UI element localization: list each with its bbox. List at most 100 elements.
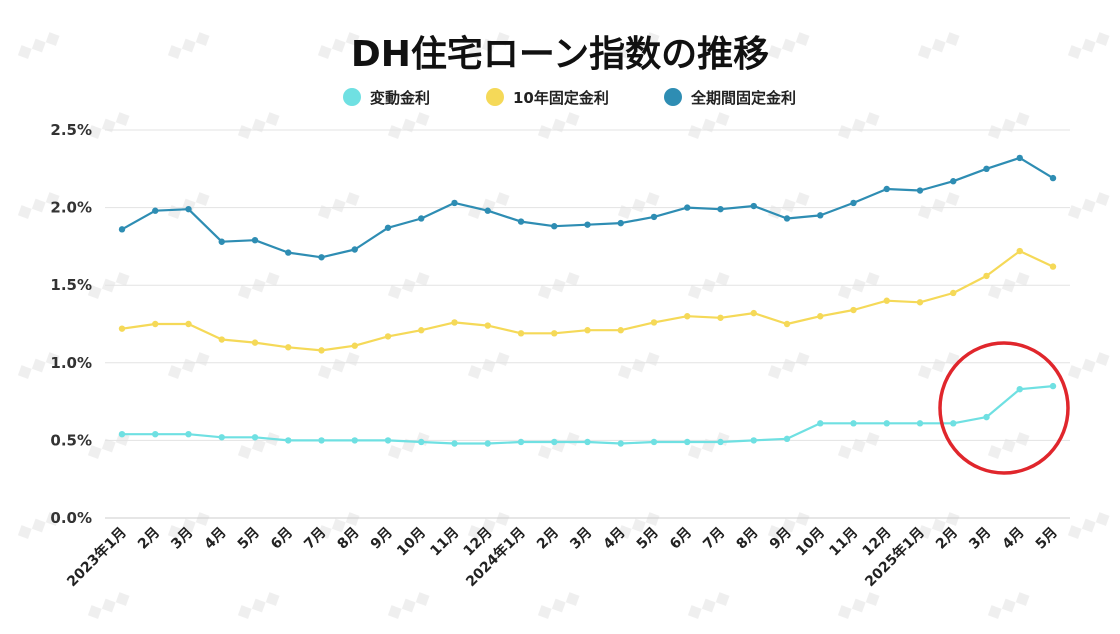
watermark: ◆◆◆: [982, 263, 1035, 305]
watermark: ◆◆◆: [532, 263, 585, 305]
data-point: [750, 437, 757, 444]
grid-lines: [105, 129, 1070, 519]
chart-title: DH住宅ローン指数の推移: [351, 33, 769, 75]
data-point: [152, 430, 159, 438]
watermark: ◆◆◆: [1062, 343, 1115, 385]
data-point: [916, 299, 924, 306]
data-point: [1016, 385, 1023, 393]
y-tick-label: 2.0%: [50, 199, 92, 217]
series-line: [121, 250, 1054, 352]
data-point: [451, 319, 458, 326]
annotation-layer: [938, 341, 1070, 475]
watermark: ◆◆◆: [832, 423, 885, 465]
data-point: [983, 272, 990, 280]
data-point: [950, 289, 957, 297]
data-point: [418, 215, 425, 222]
legend-label: 変動金利: [370, 89, 430, 107]
data-point: [783, 320, 791, 328]
data-point: [817, 420, 824, 427]
watermark: ◆◆◆: [1062, 183, 1115, 225]
data-point: [783, 435, 791, 443]
watermark: ◆◆◆: [832, 583, 885, 625]
watermark: ◆◆◆: [532, 583, 585, 625]
watermark: ◆◆◆: [162, 23, 215, 65]
watermark: ◆◆◆: [232, 423, 285, 465]
watermark: ◆◆◆: [1062, 503, 1115, 545]
legend-item: 変動金利: [343, 88, 430, 107]
data-point: [916, 420, 924, 427]
data-point: [950, 420, 957, 427]
data-point: [484, 440, 491, 447]
data-point: [118, 325, 126, 332]
x-tick-label: 5月: [235, 525, 263, 553]
watermark: ◆◆◆: [12, 23, 65, 65]
x-tick-label: 3月: [966, 525, 994, 553]
data-point: [783, 215, 791, 222]
watermark: ◆◆◆: [682, 263, 735, 305]
watermark: ◆◆◆: [682, 103, 735, 145]
watermark: ◆◆◆: [832, 103, 885, 145]
legend-marker: [486, 88, 504, 106]
x-tick-label: 4月: [999, 525, 1027, 553]
data-point: [850, 199, 857, 207]
data-point: [1016, 247, 1023, 255]
data-point: [218, 336, 225, 343]
data-point: [750, 309, 757, 317]
series-1: [118, 247, 1057, 354]
data-point: [1049, 382, 1057, 390]
data-point: [418, 327, 425, 334]
watermark: ◆◆◆: [82, 583, 135, 625]
data-point: [584, 221, 591, 228]
watermark: ◆◆◆: [462, 343, 515, 385]
legend-label: 全期間固定金利: [690, 89, 796, 107]
watermark: ◆◆◆: [982, 423, 1035, 465]
x-tick-label: 5月: [1033, 525, 1061, 553]
y-tick-label: 0.0%: [50, 509, 92, 527]
data-point: [584, 438, 591, 446]
watermark: ◆◆◆: [762, 343, 815, 385]
x-tick-label: 3月: [567, 525, 595, 553]
x-tick-label: 11月: [427, 525, 462, 560]
x-tick-label: 11月: [826, 525, 861, 560]
watermark: ◆◆◆: [382, 583, 435, 625]
watermark: ◆◆◆: [462, 183, 515, 225]
data-point: [185, 430, 192, 438]
watermark: ◆◆◆: [832, 263, 885, 305]
data-point: [351, 246, 358, 253]
data-point: [251, 434, 259, 441]
data-point: [384, 224, 392, 231]
data-point: [883, 185, 890, 193]
data-point: [883, 297, 890, 304]
data-point: [850, 420, 857, 427]
data-point: [517, 330, 525, 337]
data-point: [285, 437, 292, 444]
data-point: [451, 199, 458, 207]
watermark: ◆◆◆: [612, 343, 665, 385]
data-point: [950, 178, 957, 185]
watermark: ◆◆◆: [312, 183, 365, 225]
x-tick-label: 8月: [733, 525, 761, 553]
data-point: [617, 327, 624, 334]
data-point: [351, 342, 358, 349]
watermark: ◆◆◆: [532, 423, 585, 465]
data-point: [684, 204, 691, 211]
x-tick-label: 10月: [394, 525, 429, 560]
data-point: [484, 207, 491, 214]
legend: 変動金利 10年固定金利 全期間固定金利: [343, 88, 796, 107]
watermark: ◆◆◆: [162, 343, 215, 385]
watermark: ◆◆◆: [382, 103, 435, 145]
data-point: [1049, 174, 1057, 182]
x-tick-label: 7月: [700, 525, 728, 553]
x-tick-label: 2023年1月: [64, 524, 130, 590]
data-point: [650, 438, 658, 446]
data-point: [717, 205, 724, 213]
data-point: [517, 218, 525, 225]
legend-item: 全期間固定金利: [664, 88, 796, 107]
data-point: [251, 236, 259, 244]
data-point: [817, 212, 824, 219]
legend-marker: [343, 88, 361, 106]
data-point: [384, 333, 392, 340]
x-tick-label: 2月: [135, 525, 163, 553]
